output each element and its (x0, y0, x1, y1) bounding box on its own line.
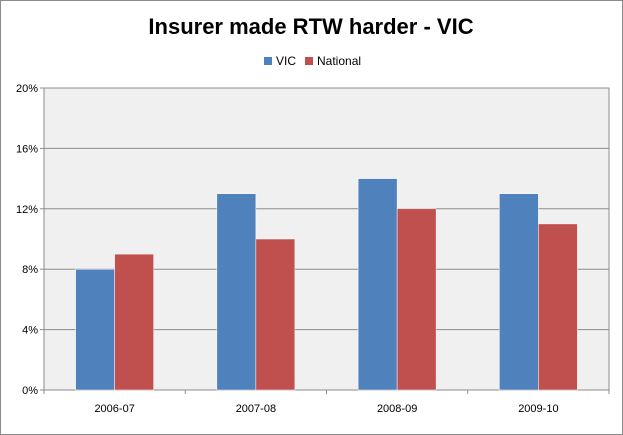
legend-swatch-national (305, 57, 313, 65)
y-tick-label: 20% (16, 83, 38, 95)
y-tick-label: 4% (22, 325, 38, 337)
x-tick-label: 2008-09 (377, 403, 417, 415)
legend-label-vic: VIC (276, 54, 296, 68)
legend-label-national: National (317, 54, 361, 68)
bar-vic-2009-10 (499, 193, 539, 391)
legend: VIC National (264, 54, 361, 68)
bar-national-2008-09 (396, 208, 437, 391)
bar-vic-2006-07 (75, 268, 115, 391)
y-tick-label: 0% (22, 385, 38, 397)
chart-title: Insurer made RTW harder - VIC (148, 14, 473, 39)
bar-national-2009-10 (538, 223, 578, 391)
bar-vic-2008-09 (357, 178, 398, 391)
bar-national-2006-07 (114, 253, 154, 391)
bar-national-2007-08 (255, 238, 296, 391)
legend-swatch-vic (264, 57, 272, 65)
bars (75, 178, 578, 391)
x-axis: 2006-07 2007-08 2008-09 2009-10 (43, 390, 610, 415)
y-tick-label: 12% (16, 204, 38, 216)
y-tick-label: 16% (16, 143, 38, 155)
x-tick-label: 2006-07 (94, 403, 134, 415)
x-tick-label: 2007-08 (236, 403, 276, 415)
y-tick-label: 8% (22, 264, 38, 276)
x-tick-label: 2009-10 (518, 403, 558, 415)
bar-vic-2007-08 (216, 193, 257, 391)
y-axis: 0% 4% 8% 12% 16% 20% (16, 83, 44, 397)
